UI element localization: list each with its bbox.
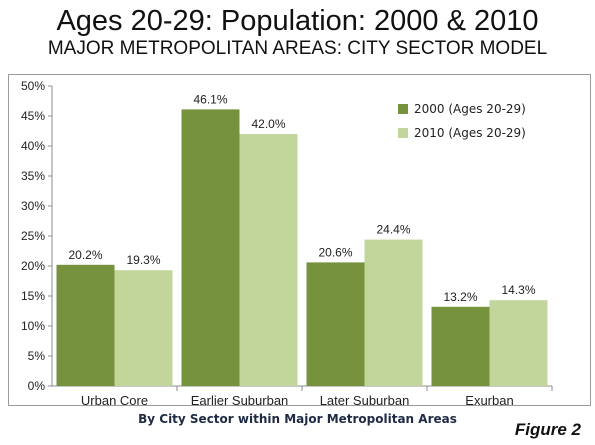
- bar: [431, 306, 490, 386]
- legend-swatch-2000: [398, 104, 408, 114]
- legend-label-2000: 2000 (Ages 20-29): [414, 102, 526, 116]
- x-tick-label: Earlier Suburban: [191, 393, 289, 408]
- bar: [364, 239, 423, 386]
- bar: [489, 300, 548, 386]
- legend-item-2000: 2000 (Ages 20-29): [398, 97, 526, 121]
- data-label: 24.4%: [376, 223, 410, 237]
- bar: [56, 264, 115, 386]
- x-tick-label: Exurban: [465, 393, 513, 408]
- data-label: 42.0%: [251, 117, 285, 131]
- x-axis-caption: By City Sector within Major Metropolitan…: [138, 412, 457, 426]
- figure-label: Figure 2: [514, 420, 581, 439]
- y-tick-label: 40%: [21, 139, 45, 153]
- data-label: 14.3%: [501, 283, 535, 297]
- bar: [181, 109, 240, 387]
- y-tick-label: 15%: [21, 289, 45, 303]
- plot-frame: [8, 74, 591, 406]
- y-tick-label: 30%: [21, 199, 45, 213]
- legend-swatch-2010: [398, 128, 408, 138]
- data-label: 19.3%: [126, 253, 160, 267]
- y-tick-label: 10%: [21, 319, 45, 333]
- bar: [114, 270, 173, 386]
- legend-label-2010: 2010 (Ages 20-29): [414, 126, 526, 140]
- bar: [306, 262, 365, 386]
- data-label: 46.1%: [193, 92, 227, 106]
- bar: [239, 134, 298, 386]
- y-tick-label: 25%: [21, 229, 45, 243]
- chart-title: Ages 20-29: Population: 2000 & 2010: [56, 5, 539, 37]
- y-tick-label: 0%: [28, 379, 46, 393]
- y-tick-label: 50%: [21, 79, 45, 93]
- y-tick-label: 5%: [28, 349, 46, 363]
- y-tick-label: 35%: [21, 169, 45, 183]
- y-tick-label: 20%: [21, 259, 45, 273]
- legend: 2000 (Ages 20-29) 2010 (Ages 20-29): [398, 97, 526, 145]
- chart-subtitle: MAJOR METROPOLITAN AREAS: CITY SECTOR MO…: [47, 38, 548, 59]
- y-tick-label: 45%: [21, 109, 45, 123]
- data-label: 13.2%: [443, 290, 477, 304]
- data-label: 20.6%: [318, 245, 352, 259]
- x-tick-label: Urban Core: [81, 393, 148, 408]
- legend-item-2010: 2010 (Ages 20-29): [398, 121, 526, 145]
- data-label: 20.2%: [68, 248, 102, 262]
- x-tick-label: Later Suburban: [320, 393, 410, 408]
